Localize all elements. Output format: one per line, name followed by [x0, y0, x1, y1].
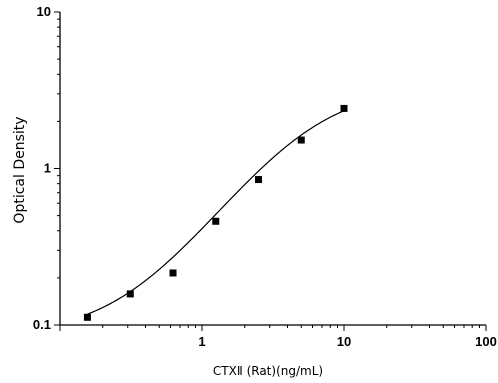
y-tick-label: 10 — [37, 4, 51, 19]
tick-labels: 1 10 100 0.1 1 10 — [33, 4, 497, 349]
data-markers — [83, 104, 348, 321]
data-point — [255, 176, 263, 184]
data-point — [169, 269, 177, 277]
axis-ticks — [54, 11, 487, 331]
x-tick-label: 100 — [475, 334, 497, 349]
data-point — [83, 313, 91, 321]
x-tick-label: 10 — [337, 334, 351, 349]
y-tick-label: 1 — [44, 161, 51, 176]
y-axis-title: Optical Density — [12, 116, 28, 223]
y-tick-label: 0.1 — [33, 317, 51, 332]
data-point — [340, 104, 348, 112]
data-point — [297, 136, 305, 144]
x-axis-title: CTXⅡ (Rat)(ng/mL) — [213, 364, 323, 378]
data-point — [212, 217, 220, 225]
x-tick-label: 1 — [198, 334, 205, 349]
plot-area: 1 10 100 0.1 1 10 — [33, 4, 497, 349]
data-point — [126, 290, 134, 298]
fit-curve — [87, 110, 345, 315]
